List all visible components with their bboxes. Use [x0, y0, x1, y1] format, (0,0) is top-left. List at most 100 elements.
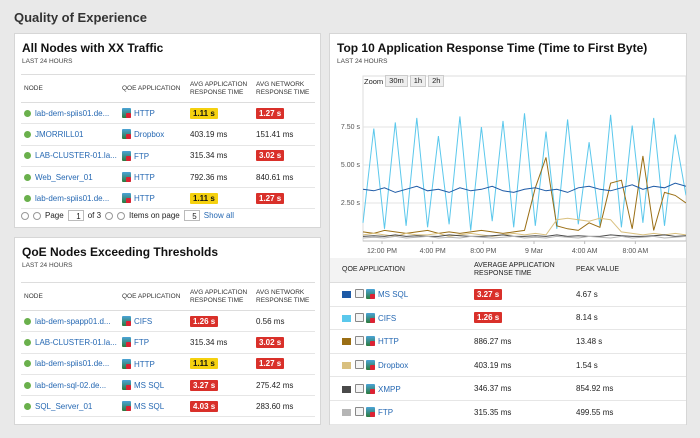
prev-page[interactable] — [33, 211, 41, 220]
app-link[interactable]: MS SQL — [378, 290, 409, 300]
response-time: 315.35 ms — [474, 407, 512, 417]
page-input[interactable]: 1 — [67, 210, 84, 221]
x-tick-label: 12:00 PM — [367, 248, 397, 255]
app-link[interactable]: Dropbox — [134, 130, 165, 140]
app-link[interactable]: HTTP — [134, 359, 155, 369]
checkbox[interactable] — [355, 383, 364, 393]
app-cell: FTP — [119, 331, 187, 354]
app-link[interactable]: HTTP — [134, 109, 155, 119]
series-swatch — [342, 314, 351, 322]
zoom-button[interactable]: 30m — [385, 75, 408, 87]
net-time-cell: 840.61 ms — [253, 166, 315, 189]
checkbox[interactable] — [355, 312, 364, 322]
app-link[interactable]: HTTP — [134, 194, 155, 204]
app-icon — [366, 383, 375, 394]
node-link[interactable]: LAB-CLUSTER-01.la... — [35, 337, 117, 347]
series-swatch — [342, 362, 351, 370]
app-cell: MS SQL — [119, 374, 187, 397]
node-cell: Web_Server_01 — [21, 166, 119, 189]
status-dot — [24, 360, 31, 368]
net-time-cell: 1.27 s — [253, 102, 315, 125]
panel: All Nodes with XX Traffic LAST 24 HOURS NO… — [14, 33, 321, 228]
series-swatch — [342, 385, 351, 393]
x-tick-label: 4:00 AM — [572, 248, 598, 255]
node-link[interactable]: lab-dem-spiis01.de... — [35, 359, 110, 369]
app-icon — [366, 407, 375, 418]
app-icon — [366, 360, 375, 371]
avg-cell: 886.27 ms — [470, 329, 572, 354]
y-tick-label: 2.50 s — [341, 200, 361, 207]
checkbox[interactable] — [355, 407, 364, 417]
checkbox[interactable] — [355, 360, 364, 370]
response-time: 840.61 ms — [256, 172, 294, 182]
app-link[interactable]: CIFS — [134, 317, 153, 327]
app-cell: MS SQL — [330, 282, 470, 307]
peak-value: 1.54 s — [576, 360, 598, 370]
avg-cell: 315.35 ms — [470, 400, 572, 425]
node-link[interactable]: LAB-CLUSTER-01.la... — [35, 151, 117, 161]
app-cell: FTP — [119, 145, 187, 167]
panel-title: QoE Nodes Exceeding Thresholds — [22, 245, 219, 259]
series-swatch — [342, 338, 351, 346]
app-link[interactable]: MS SQL — [134, 402, 165, 412]
show-all[interactable]: Show all — [203, 211, 234, 220]
pager: Page 1 of 3 Items on page 5 Show all — [21, 210, 234, 221]
first-page[interactable] — [21, 211, 29, 220]
series-line — [362, 113, 686, 231]
series-line — [362, 182, 686, 193]
app-link[interactable]: XMPP — [378, 384, 401, 394]
header-row: QOE APPLICATION AVERAGE APPLICATION RESPO… — [330, 258, 686, 283]
app-link[interactable]: HTTP — [134, 173, 155, 183]
row: CIFS 1.26 s 8.14 s — [330, 306, 686, 331]
app-link[interactable]: Dropbox — [378, 361, 409, 371]
checkbox[interactable] — [355, 289, 364, 299]
node-cell: lab-dem-spiis01.de... — [21, 353, 119, 375]
node-cell: SQL_Server_01 — [21, 395, 119, 418]
avg-cell: 403.19 ms — [470, 353, 572, 378]
app-cell: HTTP — [119, 166, 187, 189]
checkbox[interactable] — [355, 336, 364, 346]
app-link[interactable]: MS SQL — [134, 381, 165, 391]
app-time-cell: 792.36 ms — [187, 166, 253, 189]
items-input[interactable]: 5 — [183, 210, 200, 221]
node-cell: lab-dem-spapp01.d... — [21, 310, 119, 333]
peak-cell: 1.54 s — [572, 353, 686, 378]
node-link[interactable]: lab-dem-sql-02.de... — [35, 380, 107, 390]
app-link[interactable]: HTTP — [378, 337, 399, 347]
next-page[interactable] — [105, 211, 114, 220]
peak-value: 13.48 s — [576, 336, 603, 346]
row: Web_Server_01 HTTP 792.36 ms 840.61 ms — [21, 166, 315, 189]
app-cell: HTTP — [119, 187, 187, 210]
zoom-button[interactable]: 1h — [409, 75, 427, 87]
node-link[interactable]: lab-dem-spapp01.d... — [35, 316, 111, 326]
node-link[interactable]: lab-dem-spiis01.de... — [35, 108, 110, 118]
net-time-cell: 1.27 s — [253, 187, 315, 210]
zoom-button[interactable]: 2h — [428, 75, 445, 87]
app-icon — [122, 337, 131, 348]
app-link[interactable]: FTP — [134, 338, 150, 348]
node-link[interactable]: JMORRILL01 — [35, 129, 84, 139]
node-link[interactable]: lab-dem-spiis01.de... — [35, 193, 110, 203]
column-header: QOE APPLICATION — [119, 74, 187, 103]
response-time: 1.11 s — [190, 107, 218, 119]
last-page[interactable] — [117, 211, 126, 220]
response-time: 1.27 s — [256, 107, 285, 119]
app-time-cell: 403.19 ms — [187, 123, 253, 146]
row: MS SQL 3.27 s 4.67 s — [330, 282, 686, 307]
response-time: 3.02 s — [256, 150, 285, 162]
series-swatch — [342, 291, 351, 299]
app-link[interactable]: FTP — [134, 151, 150, 161]
node-cell: lab-dem-spiis01.de... — [21, 102, 119, 125]
app-time-cell: 1.11 s — [187, 102, 253, 125]
column-header: AVG APPLICATION RESPONSE TIME — [187, 282, 253, 311]
node-cell: LAB-CLUSTER-01.la... — [21, 331, 119, 354]
chart-title: Top 10 Application Response Time (Time t… — [337, 41, 648, 55]
app-link[interactable]: FTP — [378, 408, 394, 418]
response-time: 1.11 s — [190, 358, 218, 370]
app-cell: FTP — [330, 400, 470, 425]
node-link[interactable]: SQL_Server_01 — [35, 401, 93, 411]
peak-value: 499.55 ms — [576, 407, 614, 417]
x-tick-label: 4:00 PM — [420, 248, 446, 255]
node-link[interactable]: Web_Server_01 — [35, 172, 93, 182]
app-link[interactable]: CIFS — [378, 313, 397, 323]
